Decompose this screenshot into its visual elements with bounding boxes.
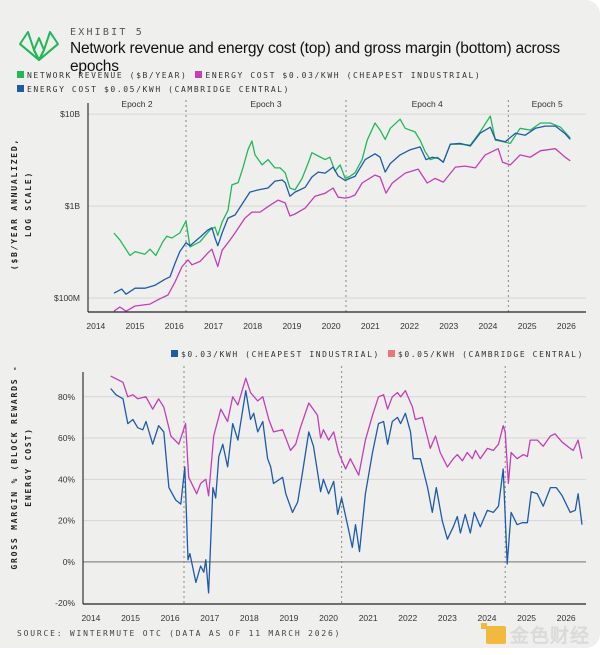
wintermute-logo: [19, 31, 59, 61]
exhibit-label: EXHIBIT 5: [70, 27, 144, 38]
legend-swatch: [195, 71, 203, 78]
x-tick-label: 2014: [81, 613, 100, 623]
legend-swatch: [171, 350, 178, 357]
x-tick-label: 2016: [165, 321, 184, 331]
x-tick-label: 2024: [478, 613, 497, 623]
x-tick-label: 2022: [398, 613, 417, 623]
y-tick-label: 60%: [58, 433, 75, 443]
y-tick-label: $1B: [65, 201, 80, 211]
watermark-text: 金色财经: [510, 626, 591, 647]
legend-swatch: [17, 85, 24, 92]
bottom-chart-gross-margin: 80% 60% 40% 20% 0% -20% 2014 2015 2016 2017 2018 20…: [55, 366, 586, 623]
x-tick-label: 2018: [243, 321, 262, 331]
y-tick-label: 40%: [58, 474, 75, 484]
x-tick-label: 2026: [557, 613, 576, 623]
series-line-1: [110, 388, 583, 594]
legend-item-revenue: NETWORK REVENUE ($B/YEAR): [17, 71, 187, 80]
x-tick-label: 2026: [557, 321, 576, 331]
series-line-1: [113, 148, 571, 312]
y-tick-label: 20%: [58, 516, 75, 526]
x-tick-label: 2017: [200, 613, 219, 623]
x-tick-label: 2015: [126, 321, 145, 331]
top-chart-revenue-cost: $10B $1B $100M 2014 2015 2016 2017 2018 2019 2020…: [54, 99, 586, 331]
epoch-label: Epoch 5: [532, 99, 563, 109]
x-tick-label: 2020: [322, 321, 341, 331]
legend-label: $0.03/KWH (CHEAPEST INDUSTRIAL): [181, 350, 380, 359]
legend-swatch: [17, 71, 24, 78]
watermark-logo: 金色财经: [481, 621, 591, 648]
legend-item-cost-003: ENERGY COST $0.03/KWH (CHEAPEST INDUSTRI…: [195, 71, 481, 80]
x-tick-label: 2025: [517, 613, 536, 623]
x-tick-label: 2023: [438, 613, 457, 623]
x-tick-label: 2023: [439, 321, 458, 331]
legend-item-cost-005: ENERGY COST $0.05/KWH (CAMBRIDGE CENTRAL…: [17, 85, 290, 94]
x-tick-label: 2019: [282, 321, 301, 331]
x-tick-label: 2018: [240, 613, 259, 623]
x-tick-label: 2014: [86, 321, 105, 331]
epoch-label: Epoch 3: [250, 99, 281, 109]
chart-title: Network revenue and energy cost (top) an…: [70, 40, 560, 75]
x-tick-label: 2016: [161, 613, 180, 623]
y-tick-label: $10B: [60, 109, 80, 119]
legend-swatch: [387, 350, 395, 357]
source-note: SOURCE: WINTERMUTE OTC (DATA AS OF 11 MA…: [17, 629, 342, 638]
top-legend: NETWORK REVENUE ($B/YEAR) ENERGY COST $0.…: [17, 71, 489, 94]
legend-label: NETWORK REVENUE ($B/YEAR): [27, 71, 188, 80]
x-tick-label: 2015: [121, 613, 140, 623]
legend-label: ENERGY COST $0.05/KWH (CAMBRIDGE CENTRAL…: [27, 85, 291, 94]
x-tick-label: 2021: [359, 613, 378, 623]
legend-label: ENERGY COST $0.03/KWH (CHEAPEST INDUSTRI…: [205, 71, 482, 80]
epoch-label: Epoch 4: [412, 99, 443, 109]
x-tick-label: 2021: [361, 321, 380, 331]
bottom-legend: $0.03/KWH (CHEAPEST INDUSTRIAL) $0.05/KWH…: [171, 350, 584, 359]
x-tick-label: 2020: [319, 613, 338, 623]
legend-label: $0.05/KWH (CAMBRIDGE CENTRAL): [397, 350, 584, 359]
epoch-label: Epoch 2: [121, 99, 152, 109]
y-tick-label: -20%: [55, 598, 75, 608]
y-tick-label: 0%: [63, 557, 76, 567]
x-tick-label: 2024: [479, 321, 498, 331]
legend-item-003: $0.03/KWH (CHEAPEST INDUSTRIAL): [171, 350, 380, 359]
x-tick-label: 2025: [518, 321, 537, 331]
x-tick-label: 2017: [204, 321, 223, 331]
series-line-0: [110, 375, 583, 497]
watermark-icon: [481, 622, 506, 644]
legend-item-005: $0.05/KWH (CAMBRIDGE CENTRAL): [387, 350, 584, 359]
series-line-2: [113, 125, 571, 295]
y-tick-label: $100M: [54, 293, 80, 303]
y-tick-label: 80%: [58, 392, 75, 402]
x-tick-label: 2022: [400, 321, 419, 331]
x-tick-label: 2019: [279, 613, 298, 623]
